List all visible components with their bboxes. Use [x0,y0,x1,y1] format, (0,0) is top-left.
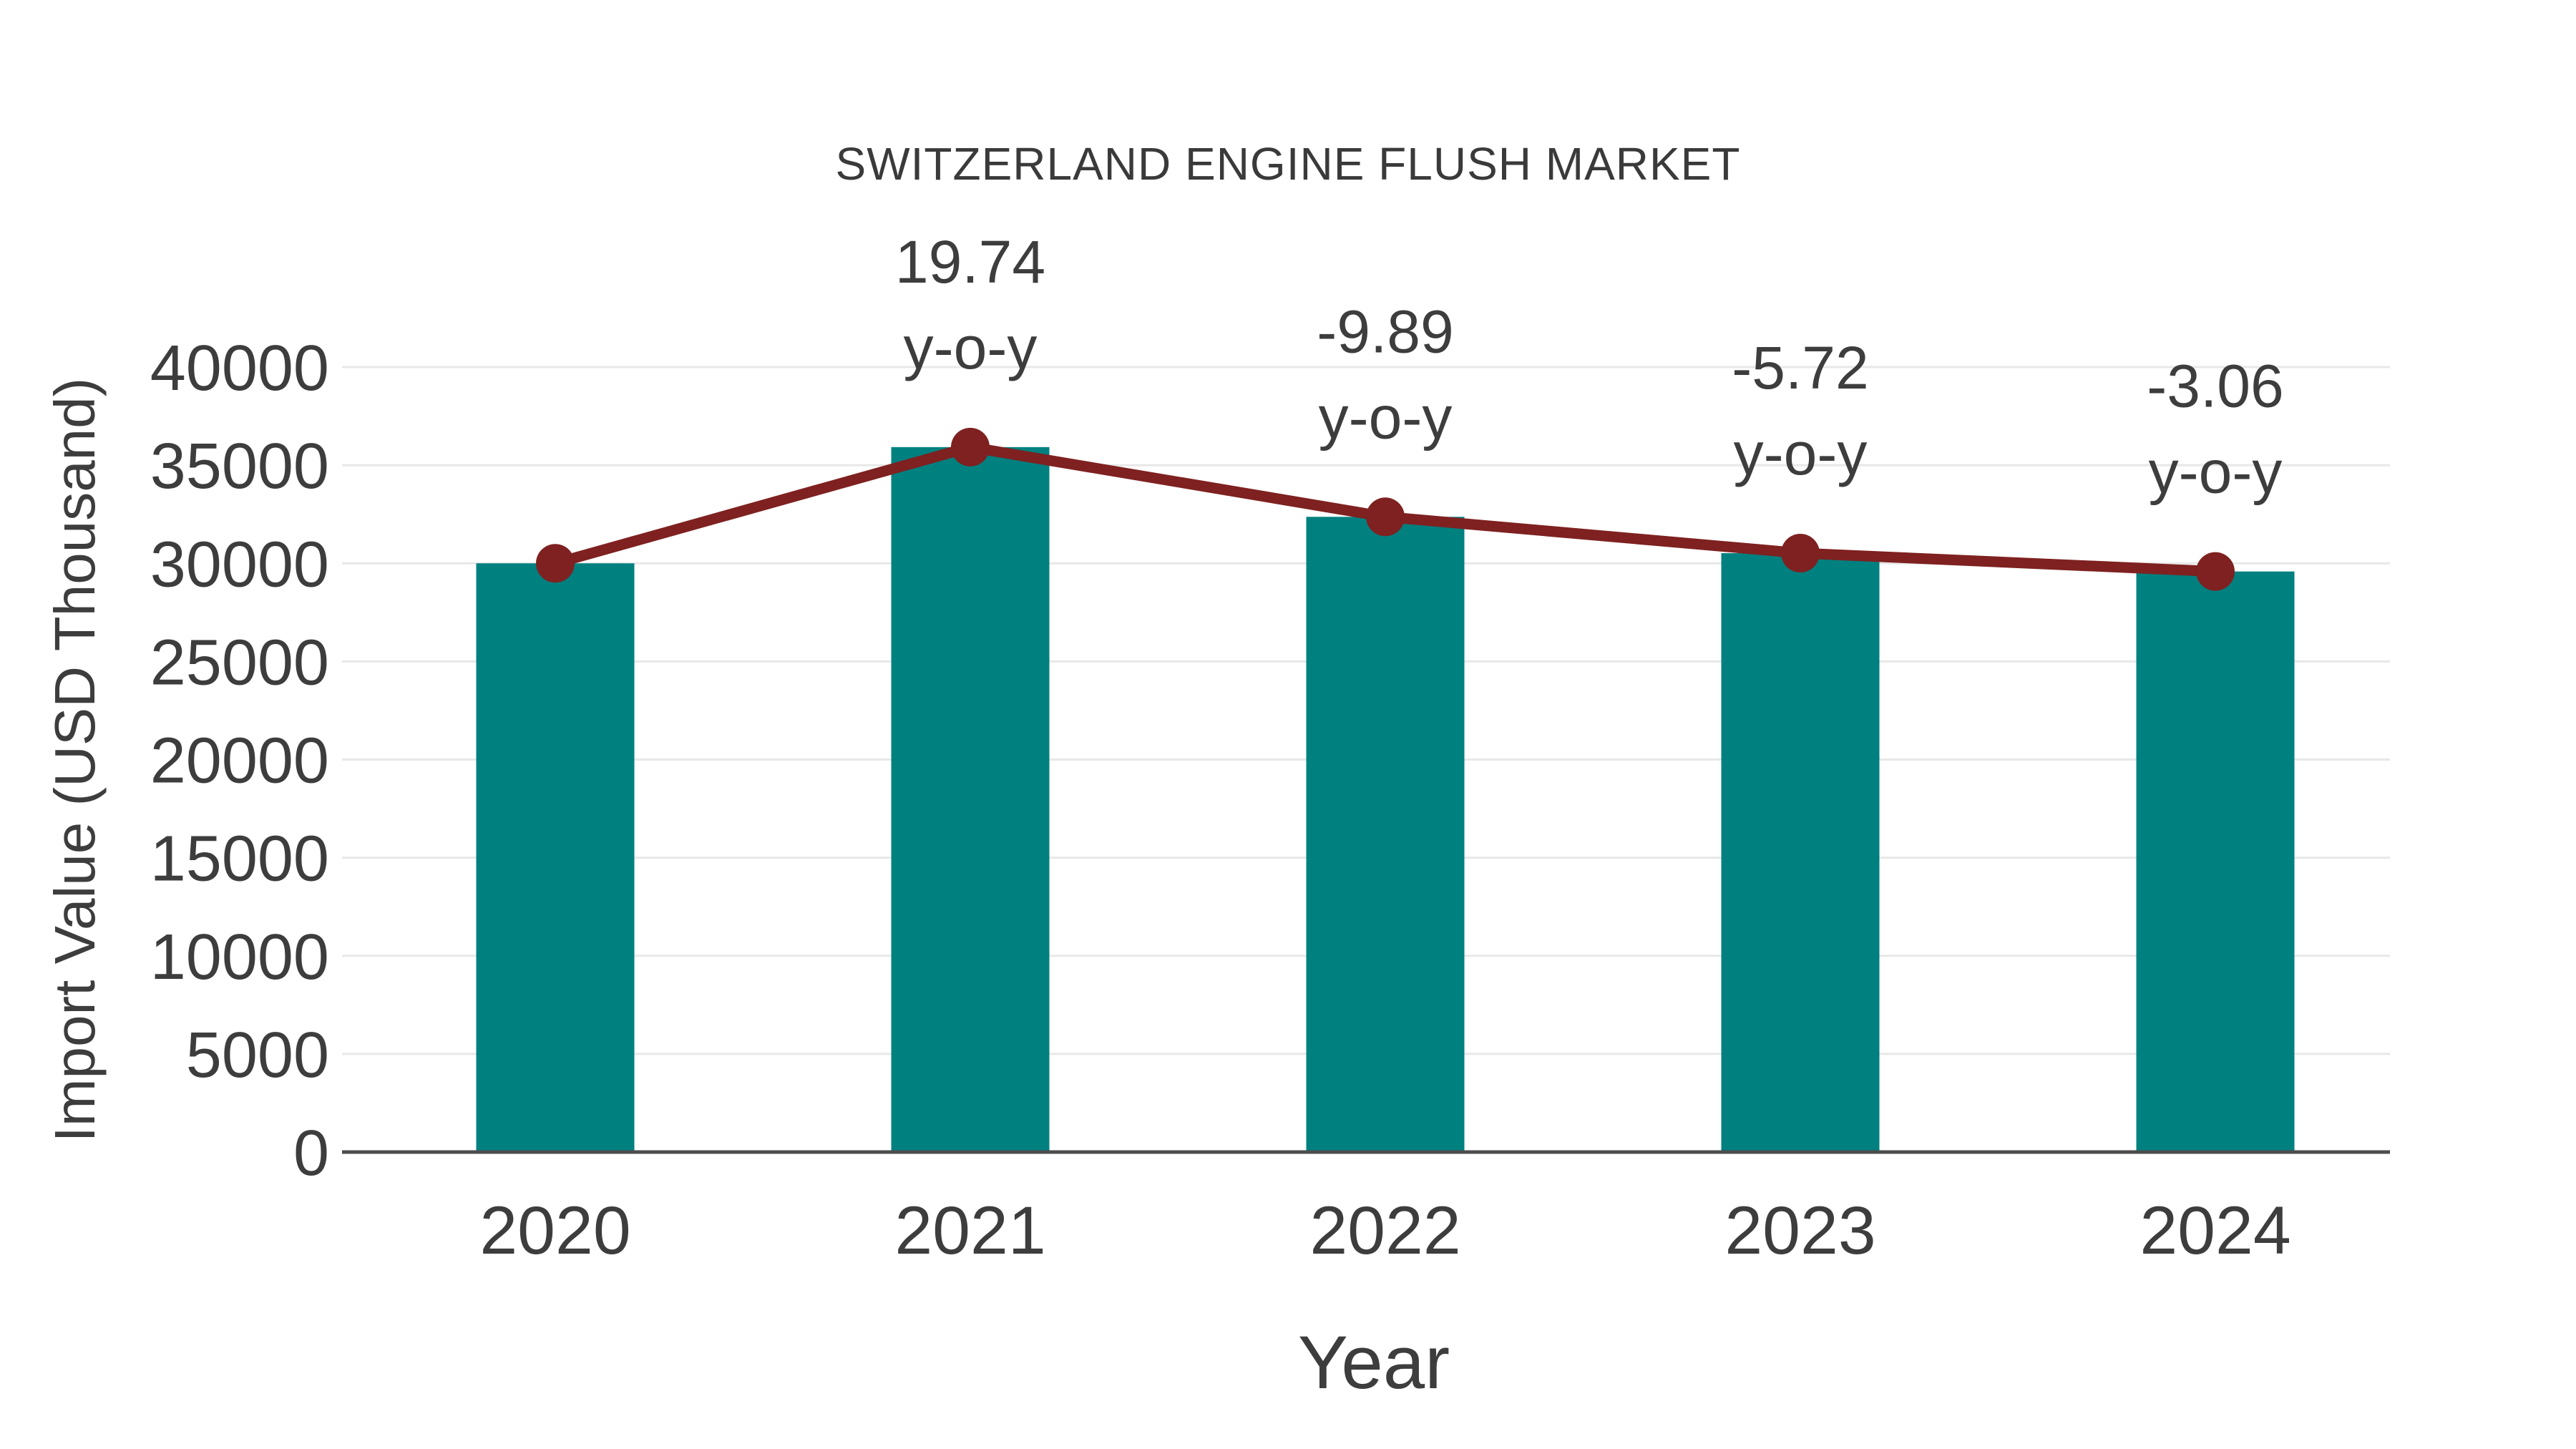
x-tick-labels: 2020 2021 2022 2023 2024 [479,1193,2290,1269]
trend-marker-2021 [951,427,990,467]
trend-marker-2022 [1366,497,1405,537]
bar-2021 [891,447,1050,1152]
x-tick-label-2021: 2021 [894,1193,1045,1269]
data-labels: 19.74 y-o-y -9.89 y-o-y -5.72 y-o-y -3.06 y-o-y [895,228,2284,506]
y-tick-label-20000: 20000 [150,726,329,797]
annotation-value-2024: -3.06 [2147,353,2283,420]
y-tick-label-10000: 10000 [150,922,329,993]
bar-series [476,447,2295,1152]
y-tick-labels: 0 5000 10000 15000 20000 25000 30000 35000 40000 [150,333,329,1189]
x-tick-label-2022: 2022 [1309,1193,1460,1269]
trend-marker-2023 [1781,534,1820,573]
y-tick-label-30000: 30000 [150,529,329,600]
bar-2022 [1306,517,1465,1152]
annotation-value-2021: 19.74 [895,228,1045,296]
x-axis-title: Year [1297,1321,1450,1405]
y-tick-label-40000: 40000 [150,333,329,404]
x-tick-label-2023: 2023 [1724,1193,1875,1269]
annotation-suffix-2022: y-o-y [1319,384,1453,451]
bar-2024 [2136,571,2295,1152]
y-tick-label-15000: 15000 [150,824,329,895]
bar-2023 [1721,553,1880,1152]
annotation-value-2022: -9.89 [1317,298,1453,365]
annotation-suffix-2024: y-o-y [2149,439,2283,506]
annotation-suffix-2021: y-o-y [904,314,1038,381]
y-tick-label-35000: 35000 [150,431,329,502]
x-tick-label-2024: 2024 [2140,1193,2290,1269]
y-tick-label-5000: 5000 [186,1020,329,1091]
line-series [536,427,2235,591]
bar-2020 [476,563,635,1152]
x-tick-label-2020: 2020 [479,1193,630,1269]
annotation-suffix-2023: y-o-y [1734,420,1868,487]
y-tick-label-25000: 25000 [150,627,329,698]
chart-title: SWITZERLAND ENGINE FLUSH MARKET [835,138,1741,190]
trend-marker-2024 [2196,552,2235,591]
annotation-value-2023: -5.72 [1732,334,1868,401]
y-tick-label-0: 0 [293,1118,329,1189]
trend-marker-2020 [536,544,575,583]
